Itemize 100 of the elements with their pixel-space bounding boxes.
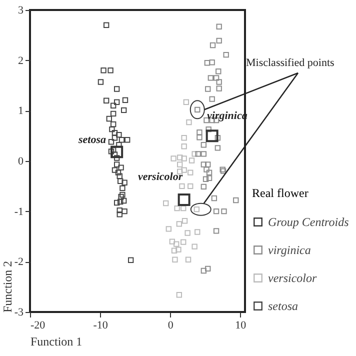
point — [117, 178, 124, 184]
y-tick-label: -3 — [14, 306, 24, 318]
point — [110, 110, 116, 117]
point — [120, 185, 126, 192]
point — [110, 121, 116, 128]
point — [112, 135, 118, 141]
point — [100, 68, 106, 74]
point — [179, 183, 185, 190]
point — [214, 135, 221, 141]
point — [213, 208, 220, 214]
point — [216, 68, 222, 74]
point — [210, 42, 216, 48]
point — [182, 218, 188, 224]
point — [174, 205, 180, 212]
point — [114, 200, 120, 206]
point — [221, 208, 227, 214]
point — [114, 162, 120, 168]
point — [216, 24, 222, 30]
point — [209, 60, 215, 66]
point — [120, 192, 126, 198]
point — [183, 99, 190, 105]
point — [163, 200, 169, 206]
point — [114, 86, 120, 92]
point — [195, 151, 201, 157]
point — [200, 268, 207, 274]
point — [188, 170, 194, 176]
point — [116, 207, 122, 214]
point — [116, 212, 122, 218]
point — [181, 167, 187, 173]
point — [174, 241, 180, 247]
x-tick-label: -20 — [30, 320, 46, 332]
point — [117, 198, 124, 205]
point — [192, 244, 198, 250]
point — [196, 129, 202, 136]
legend-title: Real flower — [252, 186, 308, 200]
point — [194, 206, 200, 212]
point — [118, 164, 124, 170]
point — [206, 130, 218, 142]
point — [205, 162, 211, 168]
point — [121, 198, 127, 204]
text: Misclassified points — [246, 57, 334, 69]
point — [186, 119, 192, 126]
point — [115, 170, 122, 176]
point — [176, 246, 182, 252]
point — [170, 156, 176, 162]
point — [124, 137, 130, 143]
point — [112, 130, 118, 136]
point — [233, 197, 239, 204]
y-tick-label: -1 — [14, 206, 24, 218]
point — [184, 230, 190, 236]
point — [114, 155, 120, 161]
point — [200, 151, 207, 157]
legend-label: versicolor — [268, 271, 317, 285]
legend-label: Group Centroids — [268, 215, 350, 229]
point — [180, 239, 186, 245]
annotation: versicolor — [138, 171, 183, 183]
point — [216, 86, 222, 92]
point — [171, 248, 178, 254]
point — [185, 256, 192, 262]
point — [110, 146, 124, 158]
point — [108, 148, 114, 154]
point — [188, 158, 195, 164]
point — [211, 195, 218, 202]
point — [194, 229, 200, 235]
point — [128, 257, 134, 263]
point — [103, 22, 110, 28]
point — [178, 194, 190, 206]
point — [118, 137, 125, 143]
point — [223, 52, 229, 58]
point — [118, 194, 124, 200]
point — [200, 162, 207, 168]
legend-label: setosa — [268, 299, 298, 313]
point — [213, 75, 220, 81]
x-axis-title: Function 1 — [30, 334, 82, 348]
point — [192, 151, 198, 157]
point — [110, 102, 116, 108]
y-tick-label: 0 — [18, 156, 24, 168]
point — [169, 238, 176, 244]
point — [216, 38, 222, 44]
point — [181, 156, 187, 162]
point — [112, 167, 118, 173]
point — [200, 142, 207, 148]
point — [181, 135, 187, 141]
legend-label: virginica — [268, 243, 311, 257]
point — [172, 256, 178, 262]
point — [206, 170, 212, 176]
point — [108, 68, 114, 74]
point — [108, 139, 114, 145]
y-tick-label: 3 — [18, 4, 24, 16]
point — [122, 97, 128, 103]
point — [121, 107, 127, 114]
point — [204, 166, 210, 172]
point — [209, 96, 215, 102]
point — [177, 162, 183, 168]
point — [213, 228, 220, 234]
point — [103, 98, 110, 104]
point — [177, 154, 183, 160]
x-tick-label: -10 — [93, 320, 108, 332]
point — [188, 183, 194, 190]
x-tick-label: 0 — [168, 320, 174, 332]
